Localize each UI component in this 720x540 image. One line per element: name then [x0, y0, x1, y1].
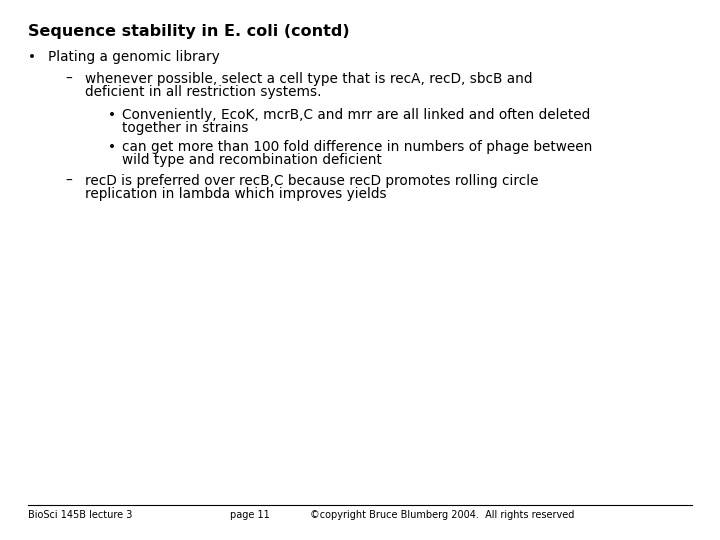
Text: replication in lambda which improves yields: replication in lambda which improves yie…	[85, 187, 387, 201]
Text: can get more than 100 fold difference in numbers of phage between: can get more than 100 fold difference in…	[122, 140, 593, 154]
Text: deficient in all restriction systems.: deficient in all restriction systems.	[85, 85, 322, 99]
Text: wild type and recombination deficient: wild type and recombination deficient	[122, 153, 382, 167]
Text: BioSci 145B lecture 3: BioSci 145B lecture 3	[28, 510, 132, 520]
Text: whenever possible, select a cell type that is recA, recD, sbcB and: whenever possible, select a cell type th…	[85, 72, 533, 86]
Text: –: –	[65, 72, 72, 86]
Text: Conveniently, EcoK, mcrB,C and mrr are all linked and often deleted: Conveniently, EcoK, mcrB,C and mrr are a…	[122, 108, 590, 122]
Text: •: •	[108, 140, 116, 154]
Text: ©copyright Bruce Blumberg 2004.  All rights reserved: ©copyright Bruce Blumberg 2004. All righ…	[310, 510, 575, 520]
Text: •: •	[108, 108, 116, 122]
Text: Plating a genomic library: Plating a genomic library	[48, 50, 220, 64]
Text: recD is preferred over recB,C because recD promotes rolling circle: recD is preferred over recB,C because re…	[85, 174, 539, 188]
Text: page 11: page 11	[230, 510, 270, 520]
Text: together in strains: together in strains	[122, 121, 248, 135]
Text: –: –	[65, 174, 72, 188]
Text: Sequence stability in E. coli (contd): Sequence stability in E. coli (contd)	[28, 24, 350, 39]
Text: •: •	[28, 50, 36, 64]
